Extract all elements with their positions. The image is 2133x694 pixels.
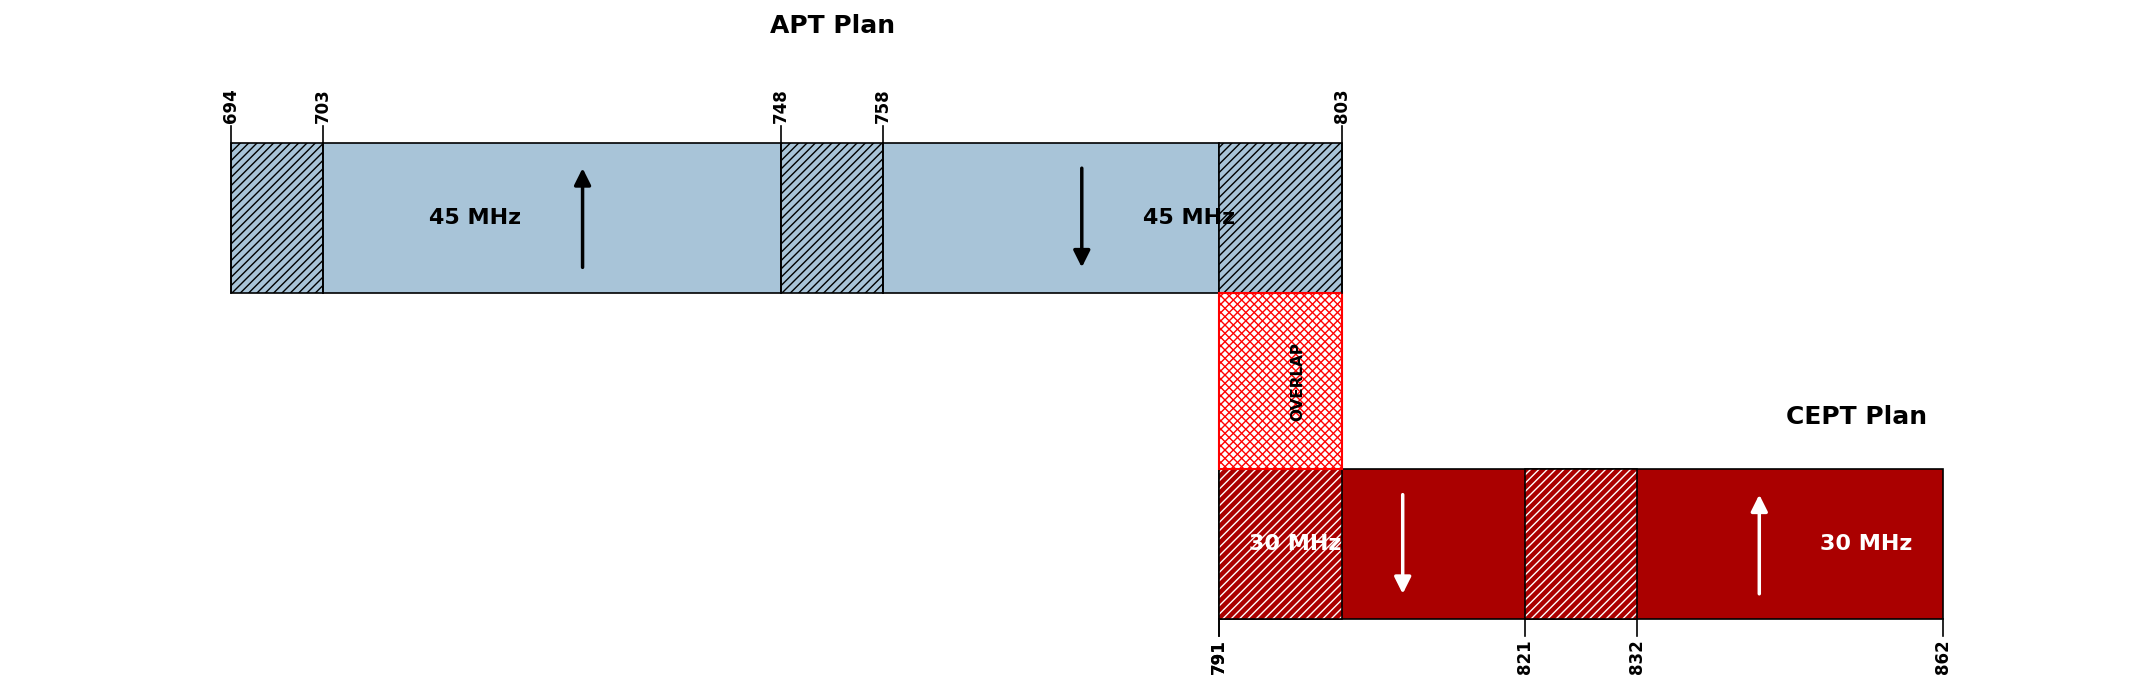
Bar: [781, 143, 883, 293]
Text: 694: 694: [222, 88, 241, 123]
Bar: [1220, 293, 1342, 469]
Text: 748: 748: [772, 88, 789, 123]
Text: 703: 703: [314, 88, 333, 123]
Bar: [1525, 469, 1636, 619]
Bar: [1220, 469, 1342, 619]
Bar: [322, 143, 781, 293]
Text: 758: 758: [875, 88, 892, 123]
Text: OVERLAP: OVERLAP: [1290, 341, 1305, 421]
Text: 832: 832: [1627, 639, 1647, 674]
Text: 30 MHz: 30 MHz: [1819, 534, 1913, 555]
Bar: [1525, 469, 1636, 619]
Bar: [1220, 143, 1342, 293]
Text: APT Plan: APT Plan: [770, 14, 894, 37]
Bar: [1220, 469, 1342, 619]
Bar: [1220, 293, 1342, 469]
Bar: [1220, 469, 1943, 619]
Text: CEPT Plan: CEPT Plan: [1785, 405, 1926, 429]
Bar: [883, 143, 1220, 293]
Text: 821: 821: [1517, 639, 1534, 674]
Text: 791: 791: [1209, 639, 1229, 674]
Text: 45 MHz: 45 MHz: [429, 208, 520, 228]
Text: 45 MHz: 45 MHz: [1143, 208, 1235, 228]
Text: 791: 791: [1209, 639, 1229, 674]
Text: 803: 803: [1333, 88, 1350, 123]
Bar: [230, 143, 322, 293]
Text: 30 MHz: 30 MHz: [1250, 534, 1342, 555]
Bar: [1220, 293, 1342, 469]
Text: 862: 862: [1935, 639, 1952, 674]
